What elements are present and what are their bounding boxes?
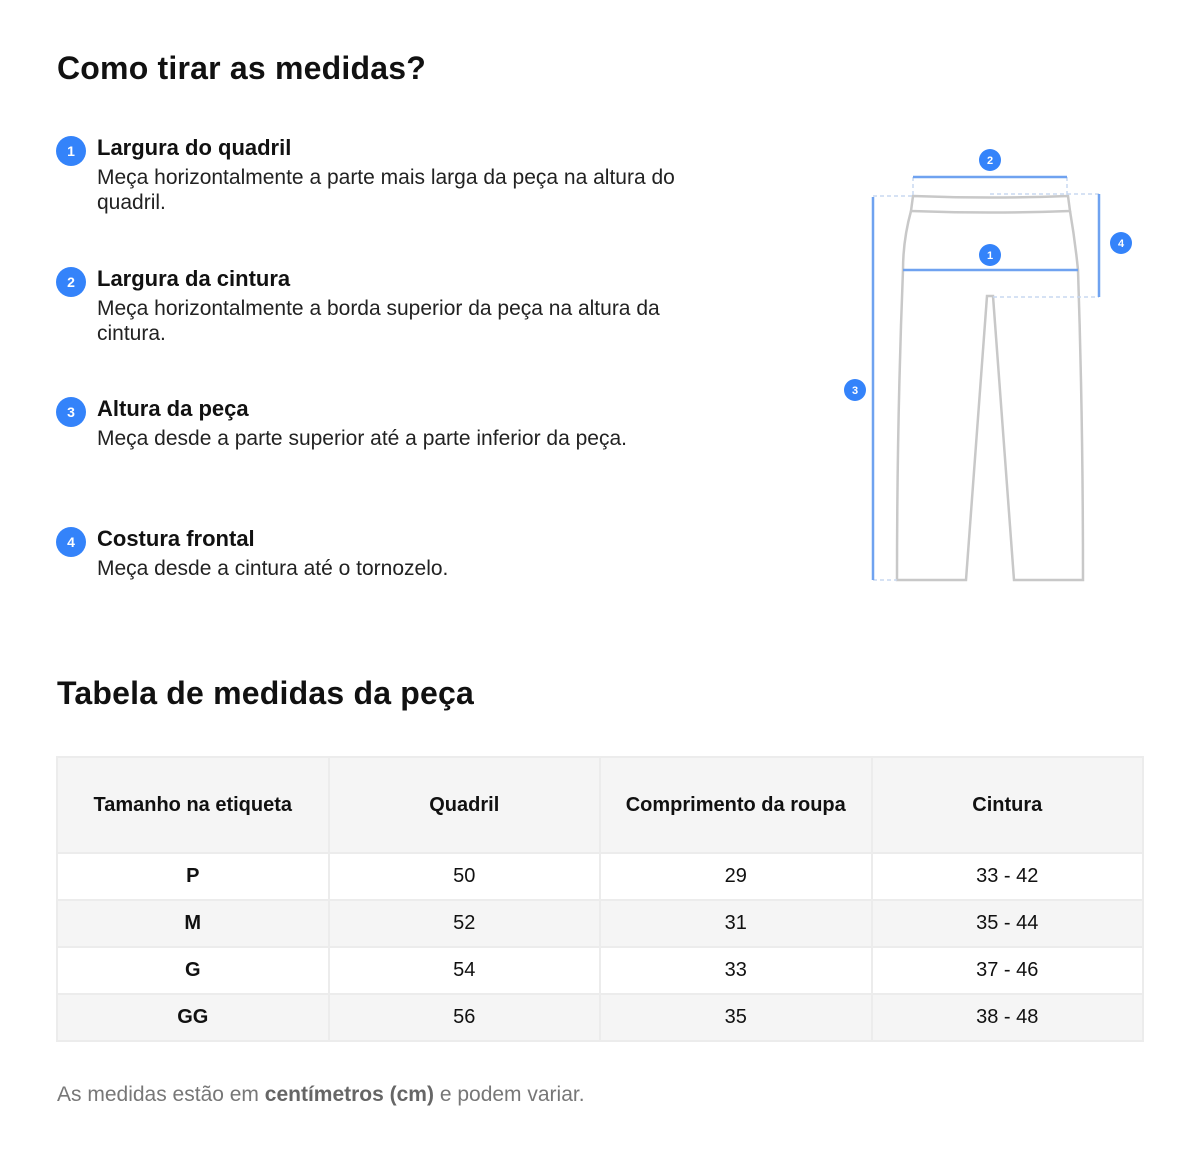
size-cell: P xyxy=(56,852,330,901)
size-cell: G xyxy=(56,946,330,995)
svg-text:1: 1 xyxy=(987,250,993,262)
size-cell: GG xyxy=(56,993,330,1042)
waist-cell: 37 - 46 xyxy=(870,946,1144,995)
units-note: As medidas estão em centímetros (cm) e p… xyxy=(57,1083,585,1107)
step-number-badge: 3 xyxy=(56,397,86,427)
step-number-badge: 1 xyxy=(56,136,86,166)
step-front-seam: 4 Costura frontal Meça desde a cintura a… xyxy=(56,524,736,581)
svg-text:3: 3 xyxy=(852,385,858,397)
pants-diagram-icon: 2 1 3 4 xyxy=(844,149,1132,582)
step-number-badge: 2 xyxy=(56,267,86,297)
guide-title: Como tirar as medidas? xyxy=(57,50,426,86)
step-description: Meça desde a parte superior até a parte … xyxy=(97,427,627,450)
step-title: Largura do quadril xyxy=(97,135,292,160)
svg-text:4: 4 xyxy=(1118,238,1125,250)
note-suffix: e podem variar. xyxy=(433,1083,585,1106)
hip-cell: 56 xyxy=(327,993,601,1042)
table-title: Tabela de medidas da peça xyxy=(57,675,475,711)
column-header: Cintura xyxy=(870,756,1144,854)
length-cell: 33 xyxy=(599,946,873,995)
waist-cell: 38 - 48 xyxy=(870,993,1144,1042)
table-row: GG 56 35 38 - 48 xyxy=(56,993,1144,1042)
note-prefix: As medidas estão em xyxy=(57,1083,265,1106)
hip-cell: 54 xyxy=(327,946,601,995)
column-header: Comprimento da roupa xyxy=(599,756,873,854)
svg-text:2: 2 xyxy=(987,155,993,167)
length-cell: 35 xyxy=(599,993,873,1042)
step-number-badge: 4 xyxy=(56,527,86,557)
step-height: 3 Altura da peça Meça desde a parte supe… xyxy=(56,394,736,451)
table-row: P 50 29 33 - 42 xyxy=(56,852,1144,901)
table-row: M 52 31 35 - 44 xyxy=(56,899,1144,948)
step-waist-width: 2 Largura da cintura Meça horizontalment… xyxy=(56,264,736,346)
table-header-row: Tamanho na etiqueta Quadril Comprimento … xyxy=(56,756,1144,854)
step-description: Meça horizontalmente a parte mais larga … xyxy=(97,166,675,214)
waist-cell: 33 - 42 xyxy=(870,852,1144,901)
step-title: Altura da peça xyxy=(97,396,249,421)
step-title: Costura frontal xyxy=(97,526,255,551)
length-cell: 29 xyxy=(599,852,873,901)
length-cell: 31 xyxy=(599,899,873,948)
step-title: Largura da cintura xyxy=(97,266,291,291)
note-units: centímetros (cm) xyxy=(264,1083,434,1106)
step-description: Meça horizontalmente a borda superior da… xyxy=(97,297,660,345)
table-row: G 54 33 37 - 46 xyxy=(56,946,1144,995)
size-cell: M xyxy=(56,899,330,948)
waist-cell: 35 - 44 xyxy=(870,899,1144,948)
column-header: Quadril xyxy=(327,756,601,854)
step-hip-width: 1 Largura do quadril Meça horizontalment… xyxy=(56,133,736,215)
column-header: Tamanho na etiqueta xyxy=(56,756,330,854)
size-table: Tamanho na etiqueta Quadril Comprimento … xyxy=(56,756,1144,1042)
hip-cell: 50 xyxy=(327,852,601,901)
step-description: Meça desde a cintura até o tornozelo. xyxy=(97,557,449,580)
hip-cell: 52 xyxy=(327,899,601,948)
